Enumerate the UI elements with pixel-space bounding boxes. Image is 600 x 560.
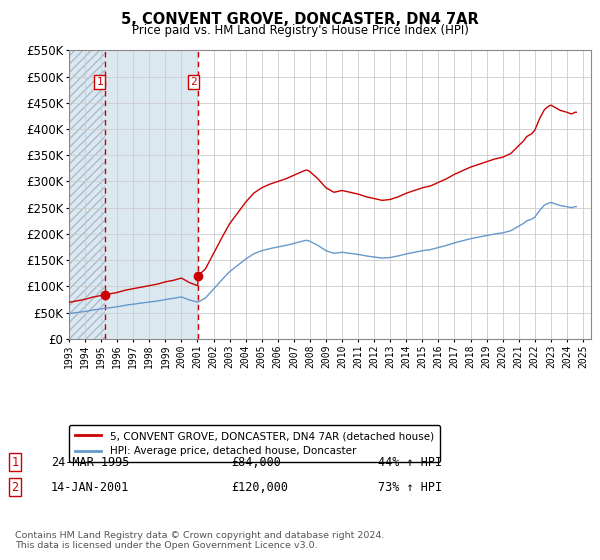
Text: 5, CONVENT GROVE, DONCASTER, DN4 7AR: 5, CONVENT GROVE, DONCASTER, DN4 7AR [121, 12, 479, 27]
Bar [69, 50, 104, 339]
Text: Price paid vs. HM Land Registry's House Price Index (HPI): Price paid vs. HM Land Registry's House … [131, 24, 469, 36]
Legend: 5, CONVENT GROVE, DONCASTER, DN4 7AR (detached house), HPI: Average price, detac: 5, CONVENT GROVE, DONCASTER, DN4 7AR (de… [69, 425, 440, 463]
Text: 73% ↑ HPI: 73% ↑ HPI [378, 480, 442, 494]
Text: 24-MAR-1995: 24-MAR-1995 [51, 455, 130, 469]
Text: £120,000: £120,000 [231, 480, 288, 494]
Text: 44% ↑ HPI: 44% ↑ HPI [378, 455, 442, 469]
Text: 1: 1 [97, 77, 103, 87]
Text: £84,000: £84,000 [231, 455, 281, 469]
Text: 1: 1 [11, 455, 19, 469]
Bar [104, 50, 198, 339]
Text: 14-JAN-2001: 14-JAN-2001 [51, 480, 130, 494]
Text: Contains HM Land Registry data © Crown copyright and database right 2024.
This d: Contains HM Land Registry data © Crown c… [15, 530, 385, 550]
Text: 2: 2 [190, 77, 197, 87]
Text: 2: 2 [11, 480, 19, 494]
